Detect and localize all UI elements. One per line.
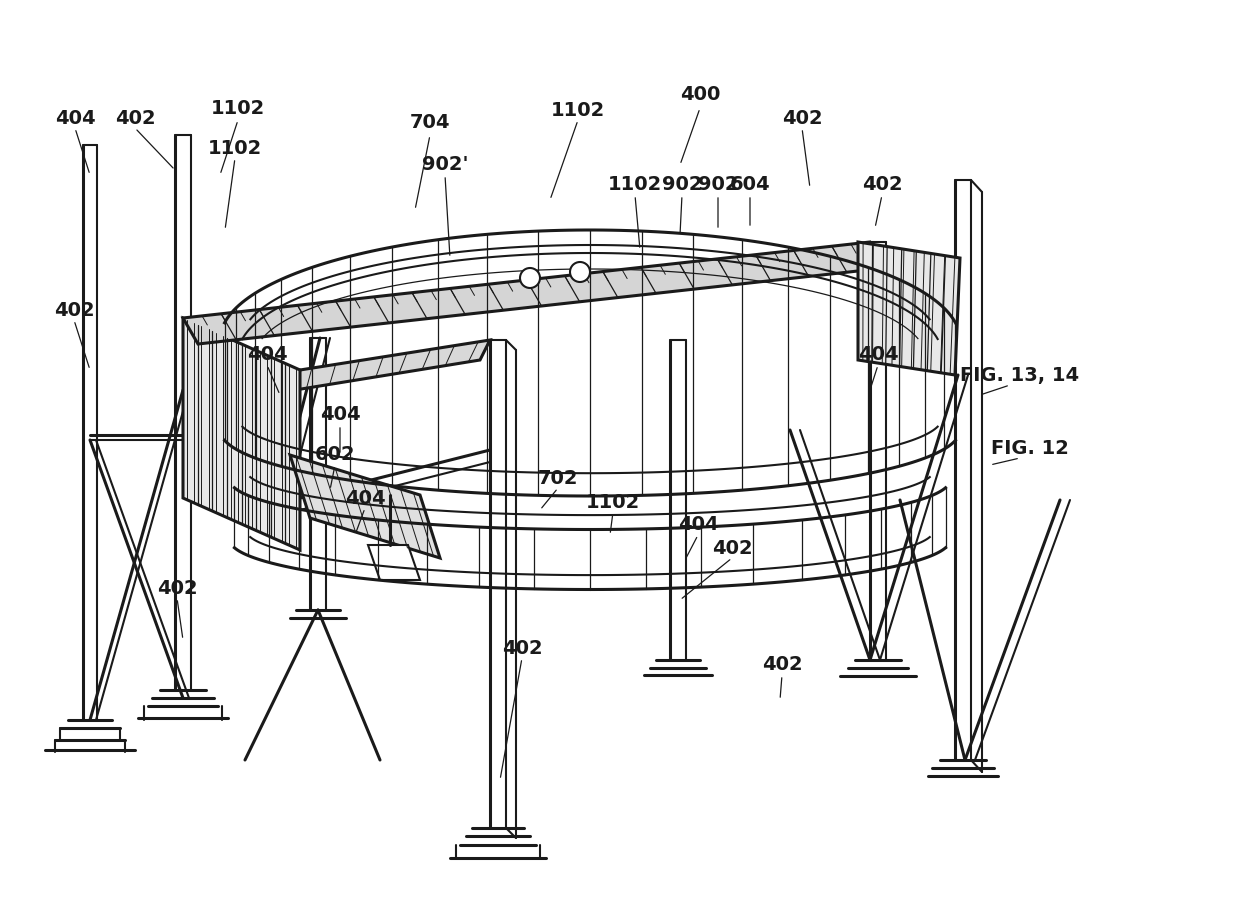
Text: 402: 402: [53, 301, 94, 320]
Text: 400: 400: [680, 85, 720, 104]
Polygon shape: [858, 242, 960, 375]
Text: 402: 402: [156, 578, 197, 597]
Text: 404: 404: [320, 406, 361, 425]
Text: 1102: 1102: [208, 138, 262, 157]
Text: 704: 704: [409, 112, 450, 131]
Polygon shape: [295, 340, 490, 390]
Text: FIG. 12: FIG. 12: [991, 438, 1069, 457]
Text: 402: 402: [862, 175, 903, 195]
Text: 404: 404: [345, 489, 386, 507]
Text: 404: 404: [55, 109, 95, 128]
Text: 402: 402: [761, 656, 802, 674]
Text: 402: 402: [502, 638, 542, 657]
Text: 402: 402: [114, 109, 155, 128]
Polygon shape: [368, 545, 420, 580]
Text: 1102: 1102: [211, 99, 265, 118]
Polygon shape: [184, 242, 885, 344]
Text: 404: 404: [247, 346, 288, 365]
Polygon shape: [290, 455, 440, 558]
Text: FIG. 13, 14: FIG. 13, 14: [961, 365, 1080, 384]
Text: 1102: 1102: [585, 492, 640, 512]
Text: 902: 902: [662, 175, 702, 195]
Polygon shape: [184, 318, 300, 550]
Text: 404: 404: [858, 346, 898, 365]
Text: 402: 402: [781, 109, 822, 128]
Text: 1102: 1102: [608, 175, 662, 195]
Text: 902': 902': [422, 155, 469, 174]
Text: 602: 602: [315, 445, 356, 464]
Text: 1102: 1102: [551, 101, 605, 119]
Text: 604: 604: [729, 175, 770, 195]
Text: 902: 902: [698, 175, 738, 195]
Circle shape: [570, 262, 590, 282]
Text: 402: 402: [712, 539, 753, 558]
Circle shape: [520, 268, 539, 288]
Text: 404: 404: [678, 515, 718, 534]
Text: 702: 702: [538, 469, 578, 488]
